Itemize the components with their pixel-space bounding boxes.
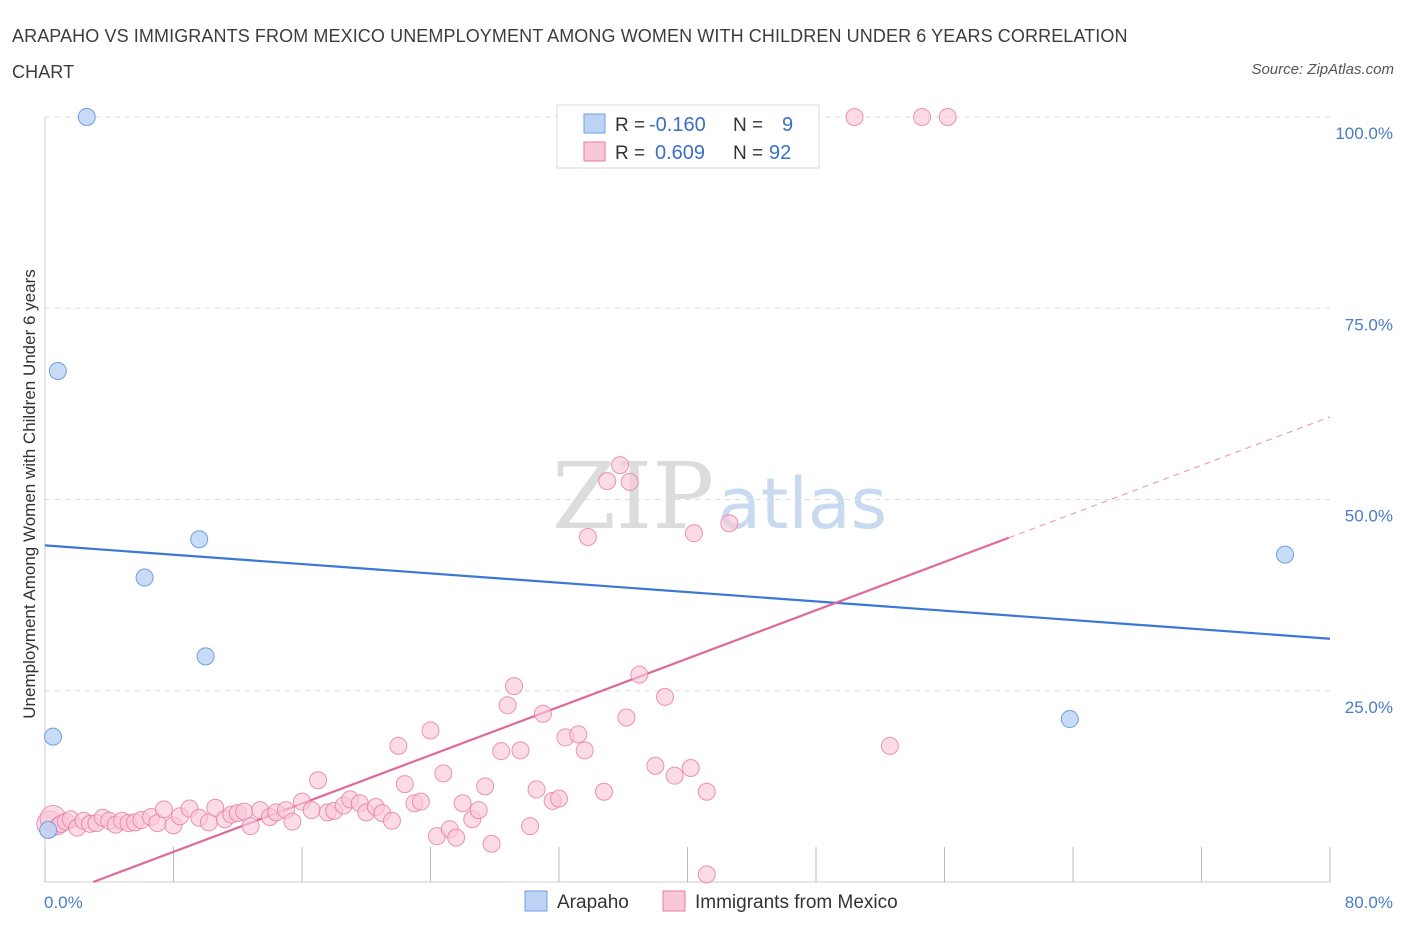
chart-title: ARAPAHO VS IMMIGRANTS FROM MEXICO UNEMPL…	[12, 26, 1128, 82]
point-mexico	[598, 472, 617, 491]
point-mexico	[476, 777, 495, 796]
point-mexico	[938, 108, 957, 126]
point-mexico	[617, 708, 636, 727]
bottom-legend-swatch-arapaho	[524, 890, 548, 912]
point-mexico	[421, 721, 440, 740]
chart-source: Source: ZipAtlas.com	[1251, 61, 1394, 78]
trend-line-mexico-extension	[1008, 416, 1331, 539]
point-mexico	[241, 817, 260, 836]
bottom-legend-label-arapaho: Arapaho	[557, 892, 629, 913]
point-arapaho	[44, 727, 63, 746]
bottom-legend-swatch-mexico	[662, 890, 686, 912]
trend-line-arapaho	[44, 544, 1331, 640]
point-mexico	[511, 741, 530, 760]
point-mexico	[389, 736, 408, 755]
legend-n-label-arapaho: N =	[733, 115, 763, 136]
point-mexico	[550, 789, 568, 808]
point-mexico	[575, 741, 594, 760]
point-mexico	[533, 704, 552, 723]
legend-n-value-arapaho: 9	[782, 114, 793, 136]
point-mexico	[453, 794, 472, 813]
point-mexico	[309, 771, 328, 790]
legend-r-value-mexico: 0.609	[655, 142, 705, 164]
point-arapaho	[135, 568, 154, 587]
y-tick-label: 100.0%	[1335, 124, 1393, 143]
x-tick-label-max: 80.0%	[1345, 893, 1393, 912]
point-mexico	[482, 834, 501, 853]
legend-n-value-mexico: 92	[769, 142, 791, 164]
point-mexico	[697, 865, 716, 884]
point-mexico	[527, 780, 546, 799]
point-mexico	[395, 775, 414, 794]
point-mexico	[154, 800, 173, 819]
bottom-legend-label-mexico: Immigrants from Mexico	[695, 892, 898, 913]
point-mexico	[665, 766, 684, 785]
legend-r-value-arapaho: -0.160	[649, 114, 706, 136]
point-mexico	[845, 108, 864, 126]
point-mexico	[656, 687, 675, 706]
grid-lines	[45, 116, 1330, 692]
point-mexico	[594, 782, 613, 801]
point-arapaho	[39, 820, 58, 839]
point-mexico	[521, 817, 540, 836]
point-mexico	[492, 742, 511, 761]
axes	[44, 117, 1331, 883]
y-axis-label: Unemployment Among Women with Children U…	[20, 269, 39, 718]
y-tick-label: 75.0%	[1345, 315, 1393, 334]
point-mexico	[411, 792, 430, 811]
point-mexico	[569, 725, 588, 744]
point-mexico	[469, 801, 488, 820]
y-tick-label: 50.0%	[1345, 507, 1393, 526]
y-tick-labels: 100.0% 75.0% 50.0% 25.0%	[1335, 124, 1393, 717]
legend-r-label-arapaho: R =	[615, 115, 645, 136]
point-mexico	[382, 811, 401, 830]
correlation-legend: R = -0.160 N = 9 R = 0.609 N = 92	[556, 104, 820, 169]
point-arapaho	[190, 530, 209, 549]
legend-swatch-mexico	[583, 141, 606, 162]
point-mexico	[578, 527, 597, 546]
point-mexico	[498, 696, 517, 715]
point-mexico	[283, 812, 302, 831]
point-mexico	[505, 677, 524, 696]
point-mexico	[302, 801, 321, 820]
point-mexico	[684, 524, 703, 543]
legend-swatch-arapaho	[583, 113, 606, 134]
point-mexico	[913, 108, 932, 126]
legend-n-label-mexico: N =	[733, 143, 763, 164]
point-mexico	[880, 736, 899, 755]
point-mexico	[630, 665, 649, 684]
y-tick-label: 25.0%	[1345, 698, 1393, 717]
point-mexico	[720, 514, 739, 533]
data-points	[36, 108, 1295, 884]
legend-r-label-mexico: R =	[615, 143, 645, 164]
series-legend: Arapaho Immigrants from Mexico	[524, 890, 898, 913]
point-arapaho	[48, 361, 67, 380]
point-arapaho	[1276, 545, 1295, 564]
point-mexico	[646, 756, 665, 775]
point-mexico	[681, 759, 700, 778]
point-mexico	[447, 828, 466, 847]
point-mexico	[697, 782, 716, 801]
point-arapaho	[196, 647, 215, 666]
watermark-atlas: atlas	[718, 463, 887, 545]
point-arapaho	[77, 108, 96, 126]
point-mexico	[206, 798, 225, 817]
point-mexico	[611, 456, 630, 475]
x-tick-label-min: 0.0%	[44, 893, 83, 912]
point-mexico	[620, 472, 639, 491]
point-arapaho	[1060, 710, 1079, 729]
point-mexico	[434, 764, 453, 783]
